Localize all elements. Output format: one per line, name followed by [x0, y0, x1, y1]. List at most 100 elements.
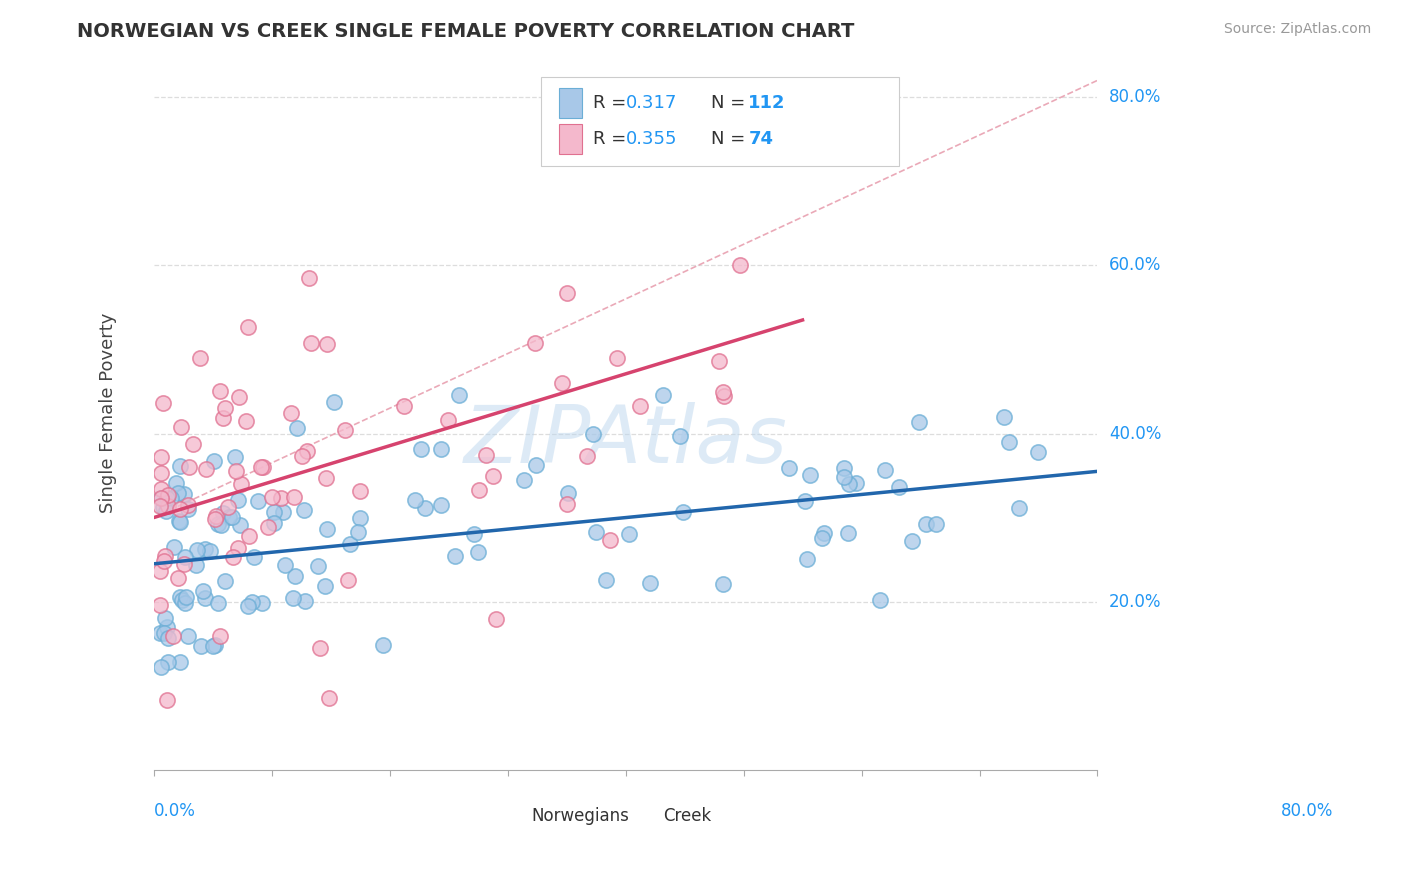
Point [281, 591, 304, 605]
Point [316, 522, 339, 536]
Point [170, 593, 193, 607]
Point [449, 387, 471, 401]
Text: R =: R = [592, 94, 631, 112]
Text: Creek: Creek [664, 807, 711, 825]
Point [482, 469, 505, 483]
Point [156, 693, 179, 707]
Point [485, 612, 508, 626]
Text: 0.355: 0.355 [626, 129, 678, 148]
Point [160, 491, 183, 506]
Point [191, 584, 214, 599]
Point [551, 376, 574, 391]
Point [204, 508, 226, 523]
Point [148, 500, 170, 514]
Point [157, 488, 180, 502]
Point [152, 500, 174, 514]
Point [149, 660, 172, 674]
Point [156, 491, 179, 505]
Point [194, 591, 217, 606]
Point [263, 505, 285, 519]
Point [163, 541, 186, 555]
Text: N =: N = [710, 129, 751, 148]
Point [190, 640, 212, 654]
Point [149, 564, 172, 578]
Point [153, 554, 176, 568]
Point [167, 485, 190, 500]
Point [167, 515, 190, 529]
Point [214, 401, 236, 415]
Text: 80.0%: 80.0% [1109, 88, 1161, 106]
Point [294, 594, 316, 608]
Point [235, 414, 257, 428]
Point [167, 571, 190, 585]
Point [263, 516, 285, 530]
Point [799, 467, 821, 482]
Point [314, 578, 336, 592]
Point [149, 482, 172, 496]
Point [204, 639, 226, 653]
Point [468, 483, 491, 498]
FancyBboxPatch shape [636, 805, 658, 830]
Point [316, 336, 339, 351]
Point [238, 599, 260, 613]
Point [813, 525, 835, 540]
Point [1026, 445, 1049, 459]
Point [236, 319, 259, 334]
Point [211, 506, 233, 520]
Point [907, 415, 929, 429]
Point [169, 458, 191, 473]
Point [174, 591, 197, 605]
Point [467, 545, 489, 559]
Point [998, 435, 1021, 450]
Text: Single Female Poverty: Single Female Poverty [100, 312, 117, 513]
Point [993, 409, 1015, 424]
Point [169, 591, 191, 605]
Text: 20.0%: 20.0% [1109, 592, 1161, 611]
Point [177, 502, 200, 516]
Point [463, 527, 485, 541]
Point [201, 640, 224, 654]
Point [834, 461, 856, 475]
Point [349, 483, 371, 498]
Point [221, 510, 243, 524]
Point [250, 460, 273, 475]
Point [212, 410, 235, 425]
Point [513, 473, 536, 487]
Point [156, 656, 179, 670]
Point [845, 476, 868, 491]
Point [585, 524, 607, 539]
Point [322, 395, 344, 409]
Point [924, 516, 946, 531]
Point [169, 516, 191, 530]
Point [707, 353, 730, 368]
Point [208, 384, 231, 399]
Point [156, 620, 179, 634]
Point [207, 516, 229, 531]
Point [149, 491, 172, 506]
Point [173, 550, 195, 565]
Point [153, 549, 176, 563]
Text: ZIPAtlas: ZIPAtlas [464, 402, 787, 480]
Point [177, 499, 200, 513]
Point [186, 542, 208, 557]
Point [394, 400, 416, 414]
Point [474, 448, 496, 462]
Point [349, 510, 371, 524]
Point [173, 487, 195, 501]
Text: NORWEGIAN VS CREEK SINGLE FEMALE POVERTY CORRELATION CHART: NORWEGIAN VS CREEK SINGLE FEMALE POVERTY… [77, 22, 855, 41]
Point [638, 576, 661, 591]
Point [346, 525, 368, 540]
Point [169, 502, 191, 516]
FancyBboxPatch shape [558, 124, 582, 153]
Point [198, 543, 221, 558]
Point [226, 492, 249, 507]
Point [524, 458, 547, 472]
Point [270, 491, 292, 505]
Text: 40.0%: 40.0% [1109, 425, 1161, 442]
Point [778, 461, 800, 475]
Point [333, 423, 356, 437]
Point [889, 480, 911, 494]
Point [599, 533, 621, 547]
Point [284, 569, 307, 583]
Point [271, 505, 294, 519]
